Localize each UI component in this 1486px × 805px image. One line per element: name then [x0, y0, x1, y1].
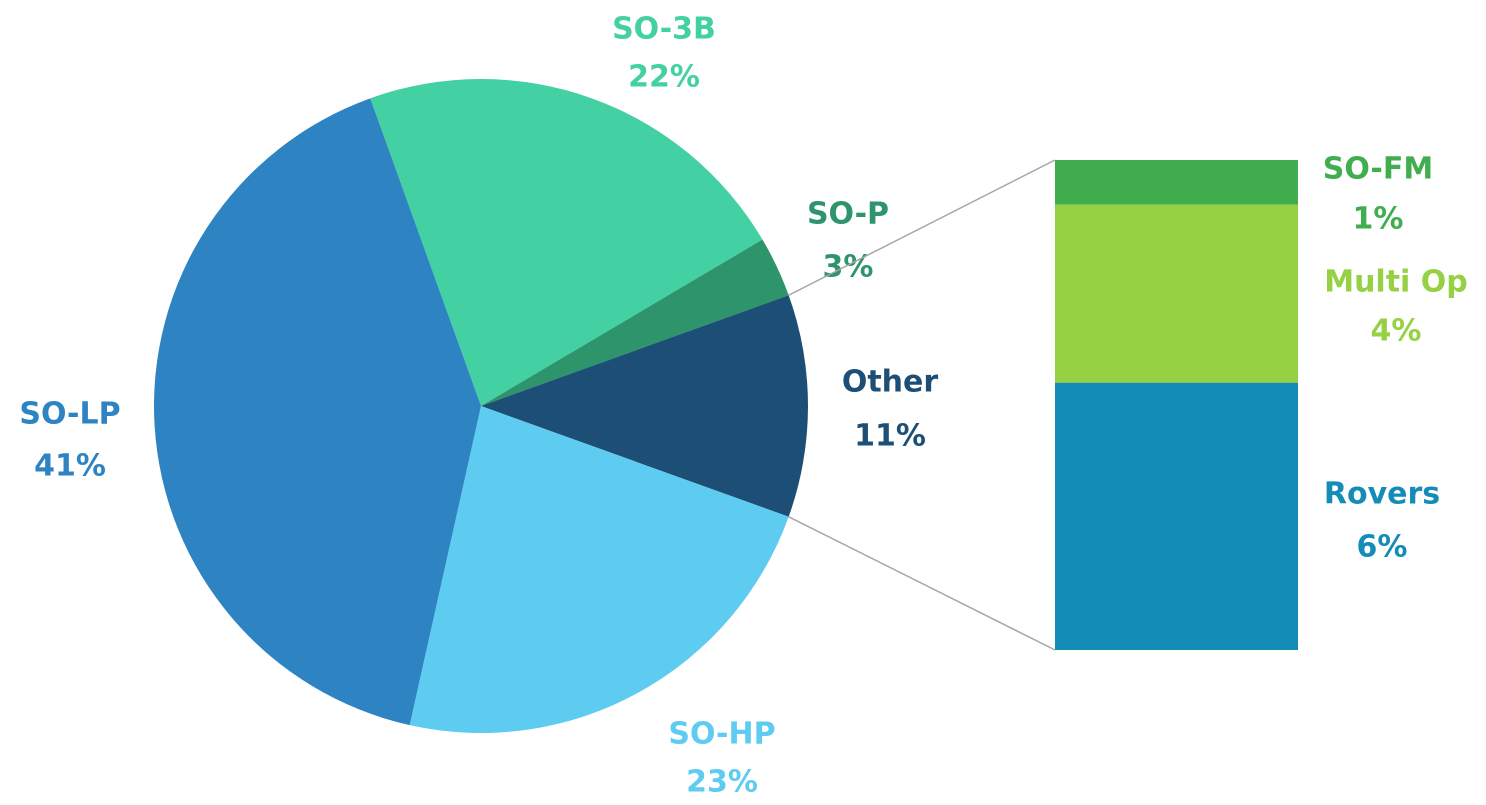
pie-slice: [409, 406, 789, 733]
connector-line: [788, 159, 1056, 296]
slice-name: Other: [842, 365, 939, 400]
pie-slice: [481, 239, 789, 406]
pie-slice: [154, 98, 481, 726]
slice-name: SO-HP: [668, 717, 775, 752]
segment-name: Rovers: [1324, 477, 1440, 512]
connector-line: [788, 516, 1056, 651]
segment-name: SO-FM: [1323, 152, 1433, 187]
pie-slice: [370, 79, 763, 407]
segment-value-label: 1%: [1353, 202, 1404, 237]
slice-name: SO-LP: [19, 397, 120, 432]
segment-value-label: 4%: [1371, 314, 1422, 349]
slice-value-label: 41%: [34, 449, 106, 484]
slice-name: SO-P: [807, 197, 889, 232]
bar-segment: [1055, 160, 1298, 205]
segment-name: Multi Op: [1324, 265, 1468, 300]
slice-name: SO-3B: [612, 12, 716, 47]
bar-segment: [1055, 382, 1298, 650]
pie-slice: [481, 295, 808, 517]
slice-value-label: 22%: [628, 60, 700, 95]
slice-value-label: 3%: [823, 250, 874, 285]
bar-segment: [1055, 204, 1298, 383]
segment-value-label: 6%: [1357, 530, 1408, 565]
slice-value-label: 23%: [686, 765, 758, 800]
slice-value-label: 11%: [854, 419, 926, 454]
